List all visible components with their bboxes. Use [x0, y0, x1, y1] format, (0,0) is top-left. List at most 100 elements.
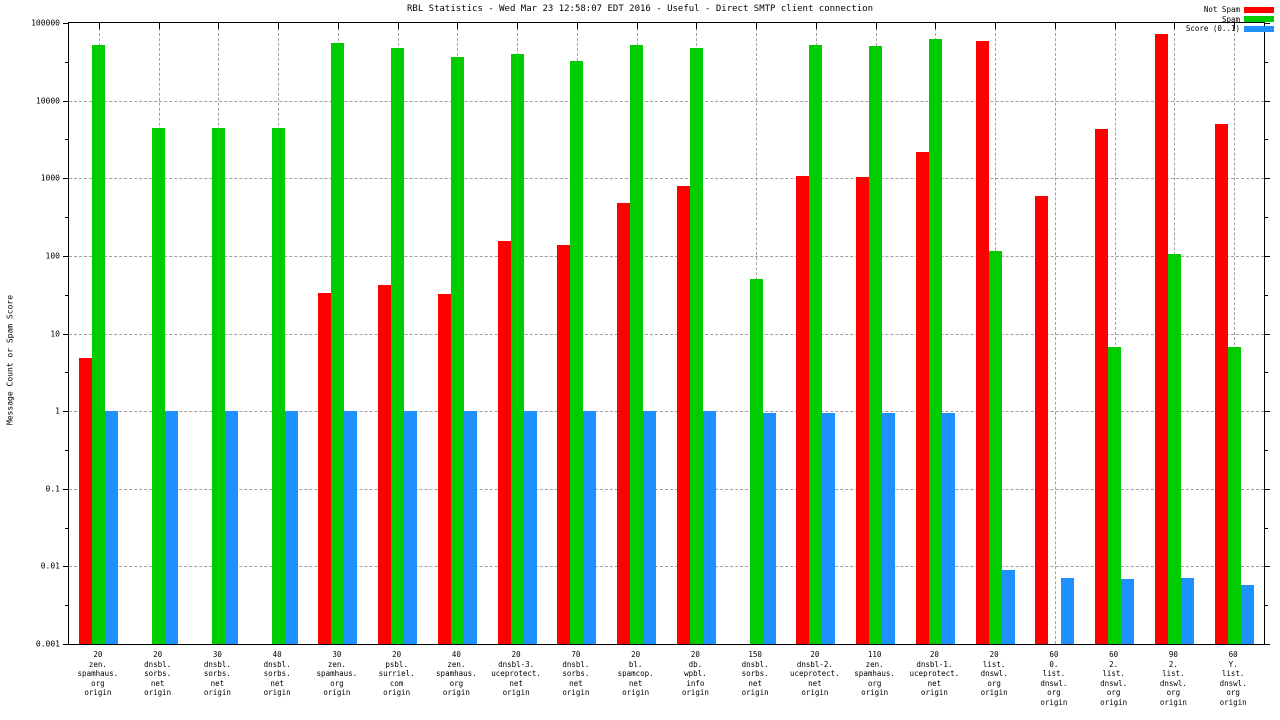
x-axis-label-line: origin — [741, 688, 769, 697]
x-axis-label-line: origin — [681, 688, 709, 697]
x-axis-label-line: 60 — [1049, 650, 1059, 659]
y-axis-tick — [63, 333, 69, 335]
y-axis-tick — [1264, 411, 1270, 413]
y-axis-minor-tick — [65, 449, 69, 451]
x-axis-label-line: uceprotect. — [790, 669, 840, 678]
x-axis-label-line: origin — [84, 688, 112, 697]
y-axis-minor-tick — [65, 372, 69, 374]
bar-score — [1121, 579, 1135, 644]
y-axis-tick — [63, 100, 69, 102]
x-axis-label-line: dnswl. — [1219, 678, 1247, 688]
bar-spam — [988, 251, 1002, 644]
x-axis-label: 40 dnsbl. sorbs. net origin — [234, 650, 320, 698]
x-axis-label-line: list. — [1221, 669, 1245, 678]
x-axis-label: 30 zen. spamhaus. org origin — [294, 650, 380, 698]
x-axis-label-line: info — [686, 678, 705, 688]
bar-spam — [211, 127, 225, 644]
legend-swatch — [1244, 6, 1274, 13]
x-axis-label-line: origin — [1100, 697, 1128, 707]
x-axis-label-line: list. — [1102, 669, 1125, 678]
x-axis-label-line: psbl. — [385, 659, 408, 669]
x-axis-label-line: 70 — [571, 650, 581, 659]
x-axis-label-line: org — [449, 678, 464, 688]
x-axis-label-line: Y. — [1228, 659, 1238, 669]
x-axis-label-line: origin — [323, 688, 351, 697]
x-axis-label-line: dnsbl-2. — [796, 659, 833, 669]
x-axis-label-line: net — [150, 678, 165, 688]
x-axis-label-line: dnsbl. — [263, 659, 291, 669]
bar-score — [822, 412, 836, 644]
bar-spam — [1108, 347, 1122, 644]
x-axis-label-line: list. — [1162, 669, 1185, 678]
bar-score — [224, 411, 238, 644]
bar-spam — [928, 39, 942, 644]
y-axis-tick-label: 100 — [45, 251, 60, 261]
x-axis-label: 70 dnsbl. sorbs. net origin — [533, 650, 619, 698]
y-axis-tick — [1264, 100, 1270, 102]
y-axis-minor-tick — [1264, 372, 1268, 374]
x-axis-label-line: com — [389, 678, 404, 688]
x-axis-label-line: 110 — [867, 650, 882, 659]
x-axis-tick — [457, 23, 459, 29]
x-axis-label-line: dnsbl. — [203, 659, 231, 669]
x-axis-tick — [875, 23, 877, 29]
bar-score — [1061, 578, 1075, 644]
x-axis-label-line: spamhaus. — [77, 669, 119, 678]
x-axis-label-line: org — [1047, 688, 1061, 697]
y-axis-tick — [1264, 23, 1270, 24]
y-axis-tick — [63, 644, 69, 645]
bar-score — [882, 412, 896, 644]
bar-spam — [92, 45, 106, 644]
bar-notspam — [557, 244, 571, 644]
y-axis-tick — [1264, 178, 1270, 180]
gridline — [69, 178, 1264, 180]
x-axis-label: 60 Y. list. dnswl. org origin — [1190, 650, 1276, 707]
y-axis-tick — [63, 411, 69, 413]
x-axis-label-line: spamcop. — [617, 669, 654, 678]
bar-spam — [749, 279, 763, 644]
x-axis-label-line: zen. — [88, 659, 107, 669]
x-axis-tick — [1234, 23, 1236, 29]
y-axis-minor-tick — [1264, 449, 1268, 451]
bar-score — [404, 411, 418, 644]
x-axis-label-line: list. — [1042, 669, 1066, 678]
bar-score — [523, 411, 537, 644]
x-axis-label-line: org — [867, 678, 882, 688]
bar-score — [941, 412, 955, 644]
bar-spam — [331, 43, 345, 644]
x-axis-label: 90 2. list. dnswl. org origin — [1130, 650, 1216, 707]
y-axis-tick-label: 1000 — [40, 173, 60, 183]
x-axis-label-line: 40 — [272, 650, 282, 659]
bar-spam — [271, 127, 285, 644]
y-axis-tick — [1264, 488, 1270, 490]
bar-notspam — [975, 41, 989, 644]
bar-notspam — [318, 293, 332, 644]
y-axis-minor-tick — [1264, 605, 1268, 607]
x-axis-label: 20 db. wpbl. info origin — [652, 650, 738, 698]
x-axis-label: 60 0. list. dnswl. org origin — [1011, 650, 1097, 707]
x-axis-label-line: uceprotect. — [491, 669, 541, 678]
x-axis-label-line: bl. — [628, 659, 643, 669]
bar-notspam — [1154, 34, 1168, 644]
x-axis-label-line: 20 — [989, 650, 999, 659]
y-axis-minor-tick — [1264, 294, 1268, 296]
y-axis-tick-label: 0.01 — [40, 561, 60, 571]
legend-label: Spam — [1221, 14, 1240, 24]
y-axis-minor-tick — [65, 605, 69, 607]
legend-label: Score (0..1) — [1185, 24, 1240, 33]
bar-notspam — [437, 294, 451, 644]
x-axis-label-line: dnsbl-3. — [498, 659, 535, 669]
x-axis-label-line: 20 — [392, 650, 402, 659]
y-axis-tick-label: 10 — [50, 329, 60, 338]
legend-item: Not Spam — [1186, 5, 1274, 15]
bar-notspam — [796, 175, 810, 644]
x-axis-label-line: dnsbl. — [741, 659, 769, 669]
x-axis-label-line: net — [748, 678, 762, 688]
x-axis-label: 20 dnsbl-3. uceprotect. net origin — [473, 650, 559, 698]
x-axis-tick — [756, 23, 758, 29]
bar-score — [1001, 569, 1015, 644]
y-axis-minor-tick — [1264, 217, 1268, 219]
x-axis-label-line: origin — [442, 688, 470, 697]
bar-notspam — [676, 185, 690, 644]
